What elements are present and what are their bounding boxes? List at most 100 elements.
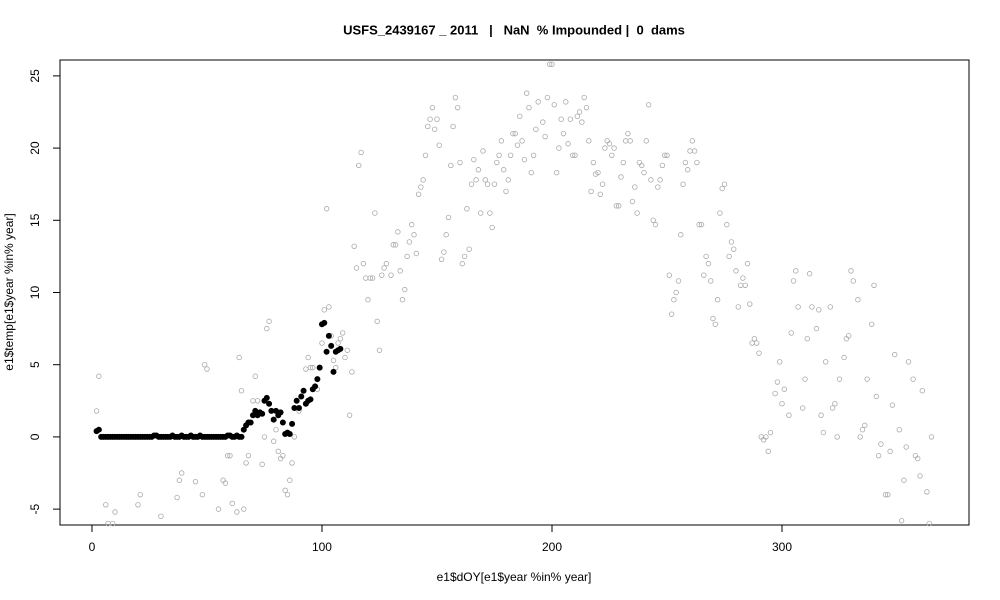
point bbox=[436, 142, 442, 148]
point bbox=[487, 210, 493, 216]
point bbox=[698, 221, 705, 228]
point bbox=[680, 181, 686, 187]
y-tick-label: -5 bbox=[28, 503, 42, 514]
point bbox=[675, 278, 682, 284]
point bbox=[310, 364, 316, 371]
point bbox=[765, 448, 771, 455]
point bbox=[609, 152, 615, 159]
point bbox=[388, 272, 394, 278]
point bbox=[376, 347, 383, 353]
point bbox=[523, 90, 530, 96]
point bbox=[795, 304, 801, 310]
point bbox=[574, 113, 580, 120]
point bbox=[777, 359, 783, 365]
point bbox=[300, 387, 307, 394]
point bbox=[721, 181, 728, 187]
point bbox=[422, 152, 429, 159]
point bbox=[772, 390, 778, 397]
point bbox=[482, 177, 488, 183]
point bbox=[583, 104, 590, 111]
point bbox=[392, 242, 399, 248]
point bbox=[606, 141, 613, 147]
point bbox=[319, 340, 325, 346]
point bbox=[307, 396, 314, 403]
point bbox=[109, 520, 116, 527]
point bbox=[655, 184, 661, 190]
point bbox=[367, 275, 373, 281]
y-tick-label: 10 bbox=[28, 286, 42, 300]
point bbox=[517, 113, 523, 120]
point bbox=[176, 477, 183, 483]
point bbox=[553, 169, 560, 176]
point bbox=[643, 138, 649, 144]
point bbox=[744, 260, 751, 267]
point bbox=[365, 297, 371, 303]
point bbox=[466, 246, 472, 252]
point bbox=[431, 126, 438, 133]
point bbox=[832, 400, 838, 407]
x-tick-label: 300 bbox=[772, 540, 792, 554]
point bbox=[915, 455, 921, 462]
point bbox=[330, 368, 337, 375]
x-axis-label: e1$dOY[e1$year %in% year] bbox=[437, 570, 592, 584]
point bbox=[730, 246, 737, 252]
y-tick-label: 15 bbox=[28, 213, 42, 227]
point bbox=[339, 330, 346, 336]
point bbox=[372, 210, 378, 216]
point bbox=[279, 419, 286, 426]
point bbox=[263, 394, 270, 401]
point bbox=[286, 431, 293, 438]
point bbox=[818, 412, 824, 418]
point bbox=[321, 307, 327, 313]
point bbox=[869, 321, 875, 327]
point bbox=[227, 452, 233, 459]
point bbox=[445, 214, 452, 221]
point bbox=[273, 426, 279, 433]
point bbox=[530, 152, 537, 159]
point bbox=[756, 350, 762, 356]
point bbox=[473, 177, 479, 183]
point bbox=[468, 181, 475, 187]
point bbox=[420, 177, 426, 183]
point bbox=[293, 397, 300, 404]
point bbox=[498, 138, 505, 144]
point bbox=[404, 253, 410, 260]
point bbox=[800, 405, 806, 411]
x-tick-label: 100 bbox=[312, 540, 332, 554]
point bbox=[602, 145, 608, 151]
point bbox=[767, 429, 774, 436]
point bbox=[252, 373, 258, 379]
point bbox=[346, 412, 353, 418]
point bbox=[788, 330, 794, 336]
point bbox=[477, 210, 484, 216]
point bbox=[544, 94, 551, 101]
point bbox=[542, 133, 548, 140]
point bbox=[411, 232, 417, 238]
point bbox=[270, 416, 277, 423]
point bbox=[595, 169, 601, 176]
point bbox=[558, 116, 564, 122]
point bbox=[135, 502, 141, 508]
point bbox=[694, 159, 700, 166]
point bbox=[618, 174, 624, 180]
point bbox=[588, 188, 594, 195]
point bbox=[848, 268, 854, 274]
point bbox=[323, 348, 330, 355]
point bbox=[535, 99, 541, 105]
point bbox=[441, 249, 447, 255]
point bbox=[928, 434, 935, 440]
point bbox=[238, 387, 245, 394]
point bbox=[563, 99, 569, 105]
point bbox=[742, 282, 748, 288]
point bbox=[551, 102, 557, 108]
point bbox=[533, 126, 539, 133]
y-tick-label: 5 bbox=[28, 361, 42, 368]
point bbox=[774, 379, 781, 385]
point bbox=[349, 369, 355, 375]
point bbox=[137, 491, 143, 498]
point bbox=[836, 376, 843, 382]
y-tick-label: 20 bbox=[28, 141, 42, 155]
point bbox=[491, 181, 498, 187]
point bbox=[222, 480, 229, 486]
